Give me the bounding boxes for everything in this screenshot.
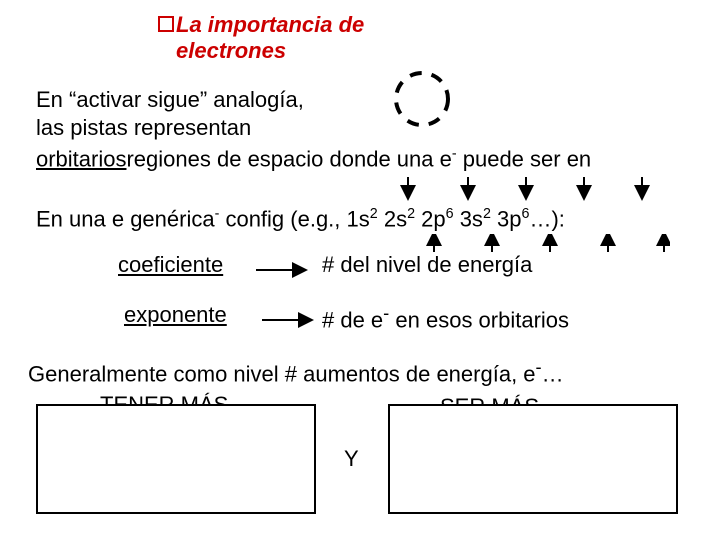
coef-row: coeficiente <box>118 252 223 278</box>
answer-box-right <box>388 404 678 514</box>
intro-line-2: las pistas representan <box>36 114 304 142</box>
config-e: 3s <box>454 206 483 231</box>
exp-label: exponente <box>124 302 227 327</box>
exp-rhs: # de e- en esos orbitarios <box>322 302 569 333</box>
intro-line-1: En “activar sigue” analogía, <box>36 86 304 114</box>
orbitals-tail: puede ser en <box>457 146 592 171</box>
general-line: Generalmente como nivel # aumentos de en… <box>28 356 564 387</box>
answer-box-left <box>36 404 316 514</box>
sup-2s: 2 <box>407 206 415 222</box>
general-b: … <box>542 361 564 386</box>
arrow-right-exp-icon <box>260 312 320 328</box>
orbitals-line: orbitariosregiones de espacio donde una … <box>36 146 591 172</box>
dashed-circle-icon <box>390 67 454 131</box>
coef-rhs: # del nivel de energía <box>322 252 532 278</box>
exp-row: exponente <box>124 302 227 328</box>
sup-1s: 2 <box>370 206 378 222</box>
sup-3s: 2 <box>483 206 491 222</box>
config-b: config (e.g., 1s <box>219 206 369 231</box>
down-arrows-icon <box>398 175 658 201</box>
coef-label: coeficiente <box>118 252 223 277</box>
config-f: 3p <box>491 206 522 231</box>
sup-2p: 6 <box>446 206 454 222</box>
bullet-square-icon <box>158 16 174 32</box>
intro-paragraph: En “activar sigue” analogía, las pistas … <box>36 86 304 141</box>
config-line: En una e genérica- config (e.g., 1s2 2s2… <box>36 206 565 232</box>
arrow-right-coef-icon <box>254 262 314 278</box>
slide-title: La importancia de electrones <box>176 12 456 65</box>
exp-rhs-a: # de e <box>322 307 383 332</box>
config-d: 2p <box>415 206 446 231</box>
general-a: Generalmente como nivel # aumentos de en… <box>28 361 536 386</box>
slide-title-row: La importancia de electrones <box>158 12 456 65</box>
y-conjunction: Y <box>344 446 359 472</box>
config-g: …): <box>529 206 564 231</box>
config-a: En una e genérica <box>36 206 215 231</box>
orbitals-label: orbitarios <box>36 146 126 171</box>
orbitals-rest: regiones de espacio donde una e <box>126 146 451 171</box>
config-c: 2s <box>378 206 407 231</box>
exp-rhs-b: en esos orbitarios <box>389 307 569 332</box>
